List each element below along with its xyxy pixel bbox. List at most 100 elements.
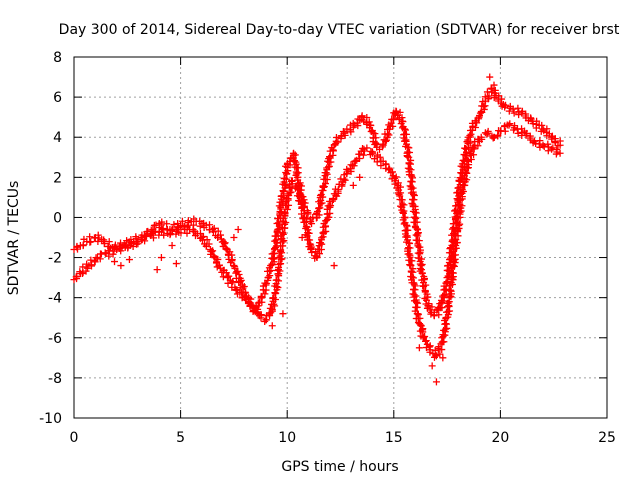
y-tick-label: 8 xyxy=(53,50,62,66)
data-point-trace xyxy=(474,142,482,150)
data-point-trace xyxy=(298,203,306,211)
data-point-trace xyxy=(420,282,428,290)
data-point-trace xyxy=(394,179,402,187)
y-tick-label: -2 xyxy=(48,251,62,267)
data-point-trace xyxy=(283,205,291,213)
data-point-trace xyxy=(510,109,518,117)
data-point-trace xyxy=(228,255,236,263)
data-point-trace xyxy=(166,231,174,239)
data-point-trace xyxy=(488,88,496,96)
data-point-trace xyxy=(110,247,118,255)
data-point-trace xyxy=(268,307,276,315)
data-point-trace xyxy=(421,287,429,295)
data-point-trace xyxy=(377,162,385,170)
data-point-trace xyxy=(536,137,544,145)
data-point xyxy=(298,234,306,241)
data-point-trace xyxy=(341,176,349,184)
data-point-trace xyxy=(462,144,470,152)
data-point xyxy=(330,262,338,270)
data-point-trace xyxy=(406,244,414,252)
data-point-trace xyxy=(398,114,406,122)
data-point-trace xyxy=(378,143,386,151)
data-point-trace xyxy=(355,155,363,163)
data-point-trace xyxy=(275,202,283,210)
data-point-trace xyxy=(237,276,245,284)
data-point-trace xyxy=(404,226,412,234)
data-point-trace xyxy=(321,217,329,225)
x-tick-label: 10 xyxy=(278,430,296,446)
data-point-trace xyxy=(278,255,286,263)
data-point-trace xyxy=(270,294,278,302)
x-tick-label: 15 xyxy=(385,430,403,446)
data-point-trace xyxy=(272,289,280,297)
data-point-trace xyxy=(257,311,265,319)
data-point-trace xyxy=(480,103,488,111)
data-point-trace xyxy=(178,217,186,225)
data-point-trace xyxy=(151,228,159,236)
data-point xyxy=(157,254,165,262)
data-point-trace xyxy=(402,136,410,144)
data-point-trace xyxy=(266,312,274,320)
data-point-trace xyxy=(389,122,397,130)
data-point-trace xyxy=(337,134,345,142)
data-point-trace xyxy=(510,124,518,132)
data-point-trace xyxy=(253,308,261,316)
data-point-trace xyxy=(280,237,288,245)
data-point xyxy=(111,258,119,266)
data-point-trace xyxy=(443,308,451,316)
data-point-trace xyxy=(420,275,428,283)
data-point-trace xyxy=(293,174,301,182)
data-point-trace xyxy=(338,182,346,190)
data-point-trace xyxy=(254,299,262,307)
data-point-trace xyxy=(376,153,384,161)
data-point-trace xyxy=(556,137,564,145)
data-point-trace xyxy=(327,202,335,210)
data-point-trace xyxy=(222,269,230,277)
data-point xyxy=(490,81,498,89)
data-point-trace xyxy=(454,184,462,192)
data-point-trace xyxy=(343,125,351,133)
data-point-trace xyxy=(217,231,225,239)
data-point-trace xyxy=(303,232,311,240)
data-point-trace xyxy=(210,252,218,260)
data-point-trace xyxy=(466,139,474,147)
x-tick-label: 5 xyxy=(176,430,185,446)
data-point-trace xyxy=(506,120,514,128)
y-tick-label: -8 xyxy=(48,371,62,387)
data-point-trace xyxy=(291,151,299,159)
data-point-trace xyxy=(206,226,214,234)
data-point-trace xyxy=(227,259,235,267)
data-point-trace xyxy=(388,168,396,176)
data-point-trace xyxy=(416,320,424,328)
data-point-trace xyxy=(350,162,358,170)
x-tick-label: 0 xyxy=(70,430,79,446)
data-point-trace xyxy=(407,183,415,191)
y-tick-label: -10 xyxy=(39,411,62,427)
data-point-trace xyxy=(282,218,290,226)
data-point-trace xyxy=(415,254,423,262)
data-point-trace xyxy=(446,282,454,290)
data-point-trace xyxy=(414,315,422,323)
data-point-trace xyxy=(471,124,479,132)
data-point-trace xyxy=(489,134,497,142)
data-point-trace xyxy=(456,196,464,204)
data-point-trace xyxy=(266,267,274,275)
data-point-trace xyxy=(410,291,418,299)
data-point-trace xyxy=(416,265,424,273)
data-point-trace xyxy=(397,189,405,197)
data-point-trace xyxy=(401,126,409,134)
data-point-trace xyxy=(373,140,381,148)
data-point-trace xyxy=(549,144,557,152)
data-point-trace xyxy=(157,221,165,229)
data-point-trace xyxy=(209,247,217,255)
data-point-trace xyxy=(526,132,534,140)
data-point-trace xyxy=(473,119,481,127)
data-point-trace xyxy=(408,257,416,265)
data-point-trace xyxy=(235,270,243,278)
chart-title: Day 300 of 2014, Sidereal Day-to-day VTE… xyxy=(59,22,620,38)
y-axis-label: SDTVAR / TECUs xyxy=(6,181,22,296)
data-point-trace xyxy=(403,238,411,246)
data-point-trace xyxy=(485,92,493,100)
data-point-trace xyxy=(467,156,475,164)
data-point-trace xyxy=(239,284,247,292)
